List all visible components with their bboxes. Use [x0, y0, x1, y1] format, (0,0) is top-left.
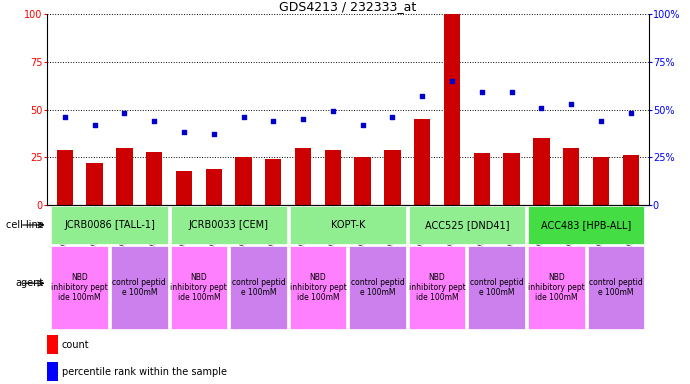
Text: NBD
inhibitory pept
ide 100mM: NBD inhibitory pept ide 100mM — [528, 273, 584, 303]
Bar — [444, 14, 460, 205]
Point — [297, 116, 308, 122]
Point — [208, 131, 219, 137]
Text: control peptid
e 100mM: control peptid e 100mM — [589, 278, 642, 297]
Text: JCRB0086 [TALL-1]: JCRB0086 [TALL-1] — [64, 220, 155, 230]
Bar — [170, 206, 287, 244]
Bar — [384, 150, 401, 205]
Point — [327, 108, 338, 114]
Bar — [588, 246, 644, 329]
Bar — [355, 157, 371, 205]
Point — [268, 118, 279, 124]
Bar — [528, 246, 584, 329]
Point — [89, 122, 100, 128]
Text: KOPT-K: KOPT-K — [331, 220, 365, 230]
Point — [357, 122, 368, 128]
Text: count: count — [62, 340, 90, 350]
Point — [119, 110, 130, 116]
Bar — [533, 138, 549, 205]
Text: NBD
inhibitory pept
ide 100mM: NBD inhibitory pept ide 100mM — [290, 273, 346, 303]
Text: control peptid
e 100mM: control peptid e 100mM — [351, 278, 404, 297]
Title: GDS4213 / 232333_at: GDS4213 / 232333_at — [279, 0, 416, 13]
Point — [387, 114, 398, 120]
Bar — [622, 156, 639, 205]
Bar — [116, 148, 132, 205]
Point — [595, 118, 607, 124]
Bar — [469, 246, 525, 329]
Bar — [290, 246, 346, 329]
Text: NBD
inhibitory pept
ide 100mM: NBD inhibitory pept ide 100mM — [170, 273, 227, 303]
Bar — [265, 159, 282, 205]
Bar — [408, 206, 525, 244]
Bar — [349, 246, 406, 329]
Bar — [473, 154, 490, 205]
Point — [417, 93, 428, 99]
Bar — [86, 163, 103, 205]
Text: ACC525 [DND41]: ACC525 [DND41] — [424, 220, 509, 230]
Text: NBD
inhibitory pept
ide 100mM: NBD inhibitory pept ide 100mM — [51, 273, 108, 303]
Text: control peptid
e 100mM: control peptid e 100mM — [112, 278, 166, 297]
Bar — [47, 335, 58, 354]
Point — [446, 78, 457, 84]
Text: agent: agent — [15, 278, 43, 288]
Bar — [111, 246, 168, 329]
Text: ACC483 [HPB-ALL]: ACC483 [HPB-ALL] — [541, 220, 631, 230]
Bar — [51, 246, 108, 329]
Point — [59, 114, 70, 120]
Bar — [230, 246, 287, 329]
Text: control peptid
e 100mM: control peptid e 100mM — [232, 278, 285, 297]
Bar — [57, 150, 73, 205]
Bar — [504, 154, 520, 205]
Bar — [563, 148, 580, 205]
Point — [566, 101, 577, 107]
Bar — [408, 246, 466, 329]
Point — [179, 129, 190, 136]
Text: percentile rank within the sample: percentile rank within the sample — [62, 367, 227, 377]
Bar — [528, 206, 644, 244]
Point — [625, 110, 636, 116]
Bar — [51, 206, 168, 244]
Bar — [146, 152, 162, 205]
Bar — [290, 206, 406, 244]
Bar — [235, 157, 252, 205]
Bar — [206, 169, 222, 205]
Bar — [593, 157, 609, 205]
Bar — [325, 150, 341, 205]
Bar — [47, 362, 58, 381]
Text: NBD
inhibitory pept
ide 100mM: NBD inhibitory pept ide 100mM — [408, 273, 466, 303]
Text: cell line: cell line — [6, 220, 43, 230]
Bar — [295, 148, 311, 205]
Text: JCRB0033 [CEM]: JCRB0033 [CEM] — [188, 220, 268, 230]
Point — [238, 114, 249, 120]
Point — [148, 118, 159, 124]
Point — [506, 89, 517, 95]
Bar — [414, 119, 431, 205]
Point — [476, 89, 487, 95]
Bar — [170, 246, 227, 329]
Point — [536, 104, 547, 111]
Text: control peptid
e 100mM: control peptid e 100mM — [470, 278, 524, 297]
Bar — [176, 170, 192, 205]
